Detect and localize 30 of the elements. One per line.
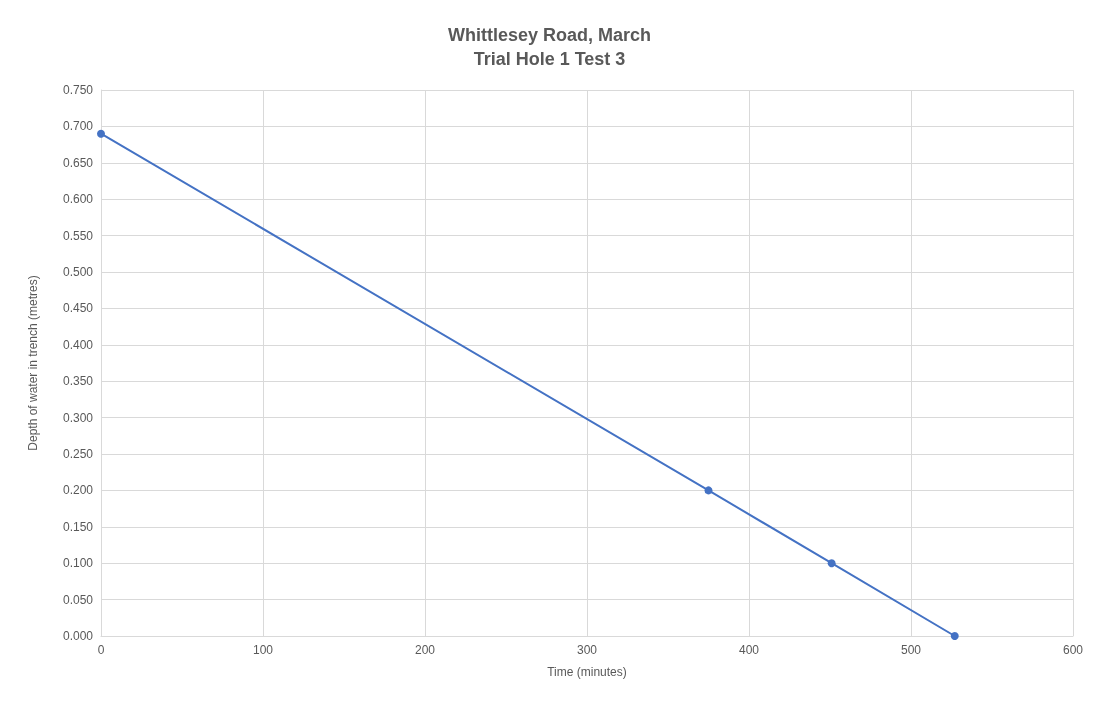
x-tick-label: 600 (1062, 643, 1084, 657)
y-tick-label: 0.650 (62, 155, 94, 170)
x-axis-title: Time (minutes) (547, 665, 627, 679)
y-tick-label: 0.600 (62, 192, 94, 207)
y-tick-label: 0.350 (62, 374, 94, 389)
y-tick-label: 0.400 (62, 337, 94, 352)
point (950, 632, 959, 640)
x-tick-label: 200 (414, 643, 436, 657)
y-tick-label: 0.050 (62, 592, 94, 607)
y-tick-label: 0.450 (62, 301, 94, 316)
y-tick-label: 0.750 (62, 83, 94, 97)
x-tick-label: 300 (576, 643, 598, 657)
y-tick-label: 0.000 (62, 629, 94, 643)
y-tick-label: 0.150 (62, 519, 94, 534)
y-tick-label: 0.550 (62, 228, 94, 243)
point (827, 559, 836, 568)
y-axis-title: Depth of water in trench (metres) (26, 275, 40, 451)
y-tick-label: 0.100 (62, 556, 94, 571)
y-tick-label: 0.200 (62, 483, 94, 498)
point (97, 129, 105, 138)
chart-title: Whittlesey Road, March Trial Hole 1 Test 3 (447, 25, 652, 69)
y-tick-label: 0.250 (62, 447, 94, 461)
point (704, 486, 713, 495)
x-tick-label: 500 (900, 643, 922, 657)
x-tick-label: 400 (738, 643, 760, 657)
y-tick-label: 0.300 (62, 410, 94, 425)
x-tick-label: 100 (252, 643, 274, 657)
y-tick-label: 0.500 (62, 265, 94, 279)
y-tick-label: 0.700 (62, 119, 94, 134)
x-tick-label: 0 (97, 643, 105, 657)
